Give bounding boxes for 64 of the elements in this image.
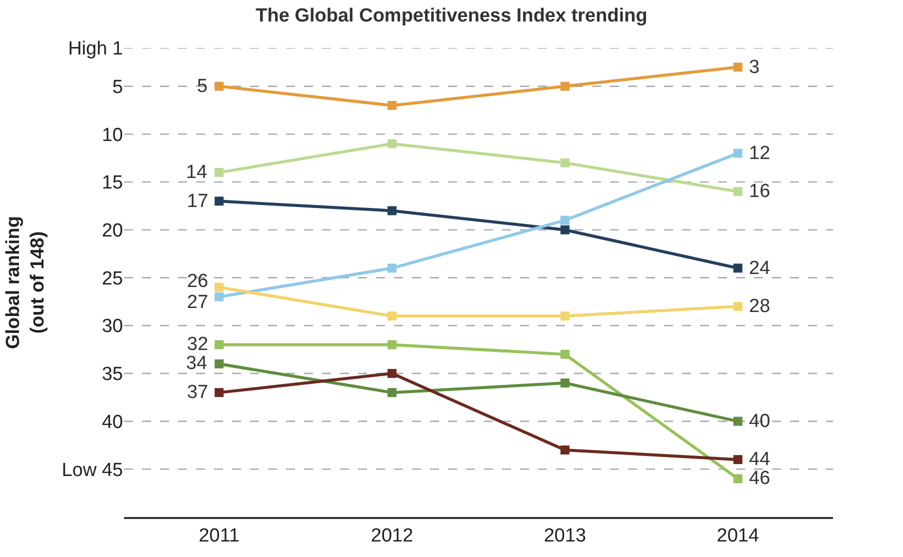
- y-tick-label: Low 45: [62, 460, 123, 481]
- y-tick-label: High 1: [68, 38, 123, 60]
- data-label: 46: [749, 468, 770, 489]
- point: [388, 312, 397, 320]
- y-tick-label: 25: [102, 268, 123, 290]
- x-tick-label: 2011: [198, 526, 240, 547]
- point: [214, 168, 224, 177]
- y-axis-title: Global ranking (out of 148): [2, 216, 49, 350]
- data-label: 3: [749, 57, 760, 78]
- point: [733, 455, 742, 464]
- point: [733, 187, 742, 196]
- data-label: 17: [187, 191, 208, 212]
- point: [388, 388, 397, 398]
- point: [560, 350, 570, 359]
- data-label: 37: [187, 382, 208, 403]
- point: [733, 264, 742, 273]
- data-label: 40: [749, 411, 770, 432]
- point: [560, 158, 570, 168]
- data-label: 16: [749, 181, 770, 202]
- data-label: 24: [749, 258, 771, 279]
- y-tick-label: 40: [102, 412, 123, 433]
- point: [388, 139, 397, 148]
- data-label: 28: [749, 296, 770, 317]
- data-label: 34: [186, 353, 208, 374]
- point: [388, 340, 397, 350]
- data-label: 12: [749, 143, 770, 164]
- point: [560, 312, 570, 320]
- x-tick-label: 2012: [370, 526, 414, 547]
- y-tick-label: 5: [112, 76, 123, 98]
- y-tick-label: 10: [102, 124, 123, 146]
- point: [560, 225, 570, 234]
- y-tick-label: 15: [102, 172, 123, 194]
- point: [560, 82, 570, 91]
- point: [214, 196, 224, 206]
- point: [733, 302, 742, 311]
- data-label: 26: [187, 271, 208, 292]
- point: [388, 100, 397, 110]
- data-label: 27: [187, 292, 208, 313]
- y-tick-label: 20: [102, 220, 123, 242]
- point: [214, 359, 224, 368]
- data-label: 5: [197, 76, 208, 97]
- point: [388, 368, 397, 378]
- y-tick-label: 35: [102, 364, 123, 386]
- data-label: 44: [749, 449, 771, 470]
- point: [214, 292, 224, 302]
- data-label: 14: [186, 162, 208, 183]
- point: [560, 216, 570, 225]
- x-tick-label: 2014: [716, 526, 760, 547]
- point: [733, 62, 742, 72]
- point: [214, 82, 224, 91]
- point: [214, 282, 224, 292]
- point: [388, 264, 397, 273]
- y-tick-label: 30: [102, 316, 123, 338]
- data-label: 32: [187, 334, 208, 355]
- point: [214, 388, 224, 398]
- point: [388, 206, 397, 216]
- x-tick-label: 2013: [544, 526, 586, 547]
- point: [733, 416, 742, 426]
- point: [560, 378, 570, 388]
- point: [214, 340, 224, 350]
- point: [733, 148, 742, 158]
- point: [733, 474, 742, 484]
- chart-title: The Global Competitiveness Index trending: [256, 6, 648, 27]
- point: [560, 446, 570, 454]
